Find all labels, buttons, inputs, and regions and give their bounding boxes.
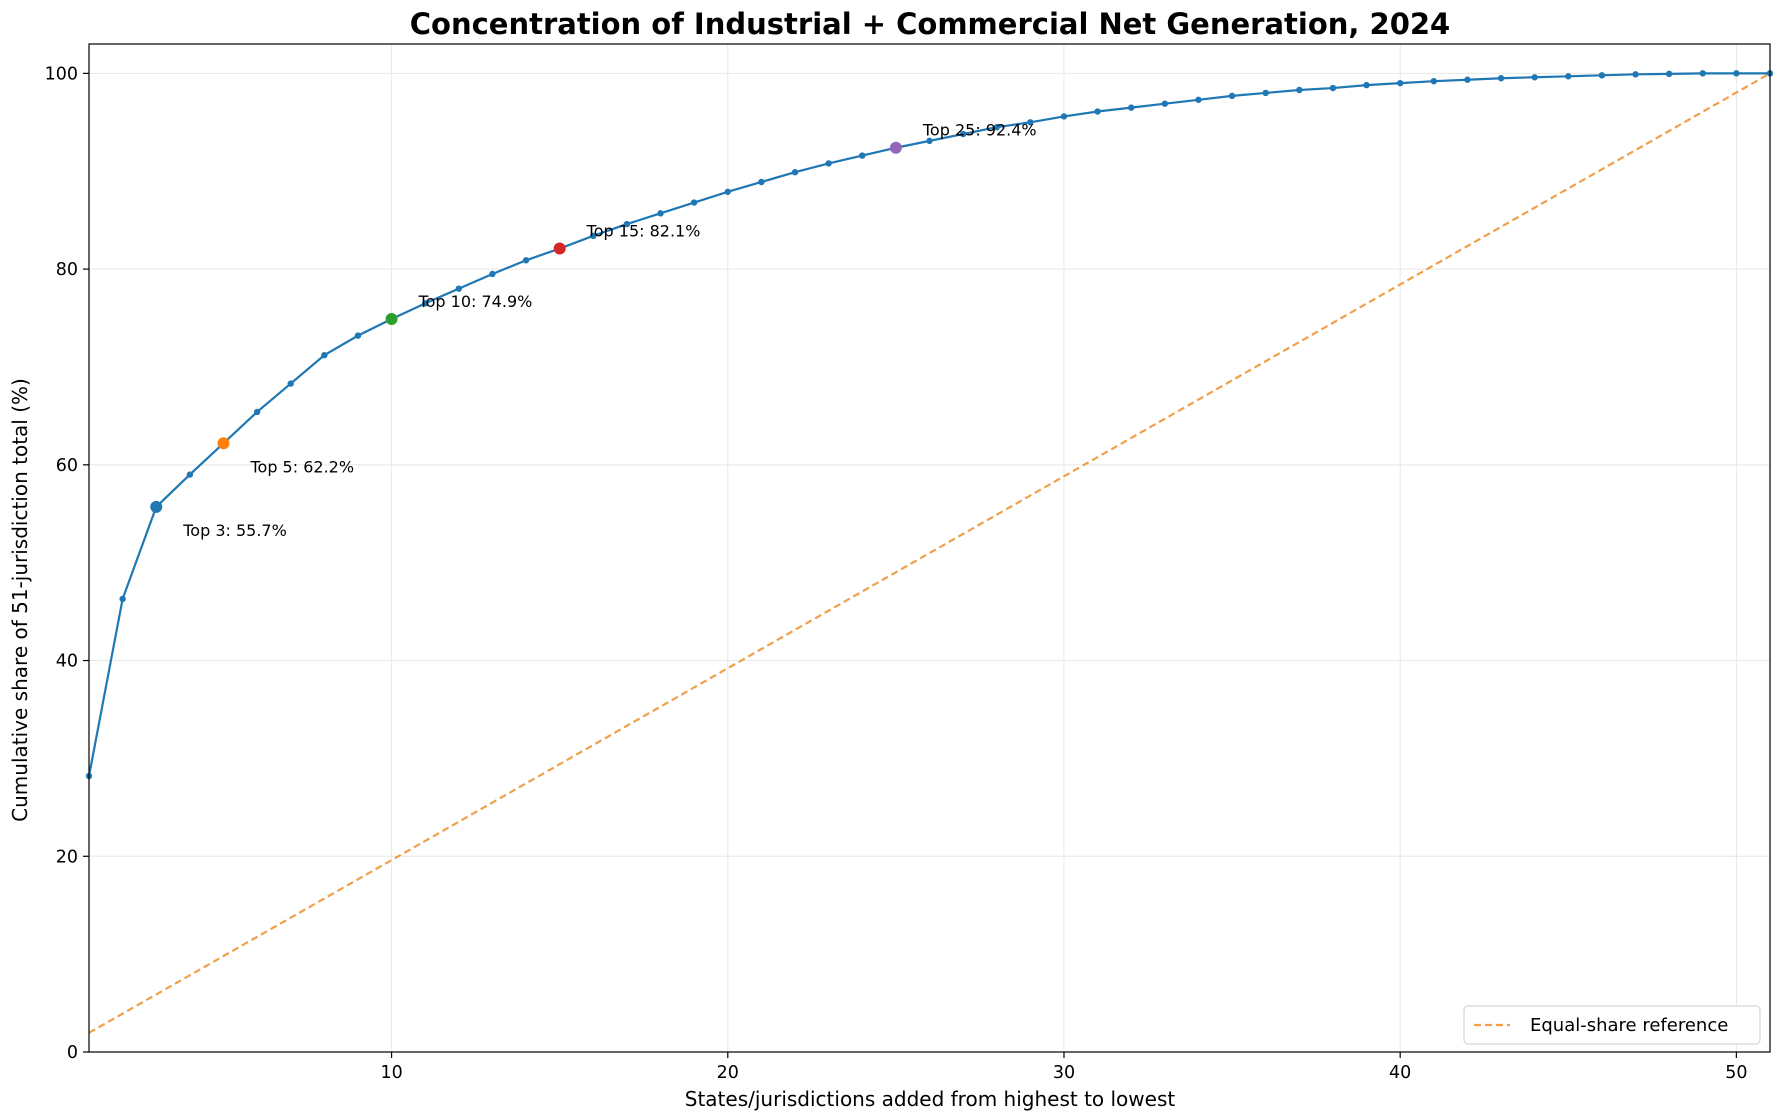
data-point bbox=[1228, 92, 1236, 100]
highlight-layer: Top 3: 55.7% Top 5: 62.2% Top 10: 74.9% Top… bbox=[150, 121, 1037, 540]
data-point bbox=[1565, 73, 1572, 80]
data-point bbox=[590, 232, 597, 240]
data-point bbox=[926, 137, 933, 145]
data-point bbox=[1329, 84, 1337, 92]
y-axis-label: Cumulative share of 51-jurisdiction tota… bbox=[8, 378, 32, 822]
series-layer bbox=[85, 70, 1774, 780]
x-tick-label: 50 bbox=[1725, 1063, 1747, 1083]
y-tick-label: 80 bbox=[56, 260, 78, 280]
highlight-label: Top 3: 55.7% bbox=[182, 521, 287, 540]
data-point bbox=[825, 160, 832, 167]
data-point bbox=[321, 352, 328, 359]
data-point bbox=[657, 210, 664, 217]
data-point bbox=[690, 199, 698, 206]
data-point bbox=[1497, 75, 1505, 82]
x-tick-label: 30 bbox=[1053, 1063, 1075, 1083]
x-tick-label: 20 bbox=[717, 1063, 739, 1083]
highlight-label: Top 10: 74.9% bbox=[418, 292, 533, 311]
data-point bbox=[1598, 72, 1606, 79]
legend: Equal-share reference bbox=[1463, 1005, 1761, 1045]
data-point bbox=[422, 300, 429, 307]
highlight-label: Top 25: 92.4% bbox=[922, 121, 1037, 140]
data-point bbox=[253, 408, 261, 416]
data-point bbox=[522, 257, 530, 264]
highlight-point bbox=[217, 437, 230, 450]
legend-label-equal-share: Equal-share reference bbox=[1530, 1015, 1728, 1036]
data-point bbox=[724, 188, 731, 195]
highlight-point bbox=[385, 312, 398, 325]
data-point bbox=[1195, 96, 1202, 103]
data-point bbox=[758, 178, 765, 186]
data-point bbox=[623, 220, 631, 228]
highlight-label: Top 15: 82.1% bbox=[586, 222, 701, 241]
data-point bbox=[859, 152, 866, 159]
data-point bbox=[1027, 119, 1034, 126]
data-point bbox=[1296, 86, 1303, 94]
ticks: 10 20 30 40 50 0 20 40 60 80 100 bbox=[45, 64, 1748, 1083]
highlight-point bbox=[150, 500, 163, 513]
y-tick-label: 60 bbox=[56, 456, 78, 476]
y-tick-label: 40 bbox=[56, 652, 78, 672]
data-point bbox=[1632, 71, 1639, 78]
chart-title: Concentration of Industrial + Commercial… bbox=[410, 7, 1451, 41]
highlight-point bbox=[889, 141, 902, 154]
highlight-point bbox=[553, 242, 566, 255]
y-tick-label: 100 bbox=[45, 64, 78, 84]
data-point bbox=[959, 130, 967, 138]
data-point bbox=[791, 169, 799, 176]
y-tick-label: 0 bbox=[67, 1043, 78, 1063]
data-point bbox=[489, 270, 496, 278]
data-point bbox=[1733, 70, 1740, 77]
x-axis-label: States/jurisdictions added from highest … bbox=[685, 1087, 1176, 1111]
x-tick-label: 40 bbox=[1389, 1063, 1411, 1083]
legend-box bbox=[1463, 1005, 1761, 1045]
reference-layer bbox=[88, 72, 1771, 1034]
data-point bbox=[1060, 113, 1068, 120]
data-point bbox=[1128, 104, 1135, 111]
data-point bbox=[1665, 70, 1673, 78]
data-point bbox=[1699, 70, 1706, 77]
data-point bbox=[993, 123, 1000, 131]
data-point bbox=[1094, 108, 1101, 115]
data-point bbox=[287, 380, 294, 387]
x-tick-label: 10 bbox=[380, 1063, 402, 1083]
data-point bbox=[455, 285, 463, 292]
plot-frame bbox=[88, 43, 1771, 1053]
series-line-equal-share bbox=[88, 72, 1771, 1034]
data-point bbox=[1430, 77, 1438, 85]
data-point bbox=[186, 471, 194, 478]
data-point bbox=[119, 595, 126, 603]
data-point bbox=[1464, 76, 1471, 83]
data-point bbox=[1262, 89, 1269, 97]
y-tick-label: 20 bbox=[56, 847, 78, 867]
data-point bbox=[1161, 100, 1169, 107]
series-line-cumulative-share bbox=[87, 72, 1770, 777]
data-point bbox=[1396, 79, 1404, 87]
data-point bbox=[1363, 81, 1370, 89]
grid bbox=[89, 44, 1770, 1053]
highlight-label: Top 5: 62.2% bbox=[249, 457, 354, 476]
data-point bbox=[1531, 74, 1538, 81]
data-point bbox=[354, 332, 362, 339]
